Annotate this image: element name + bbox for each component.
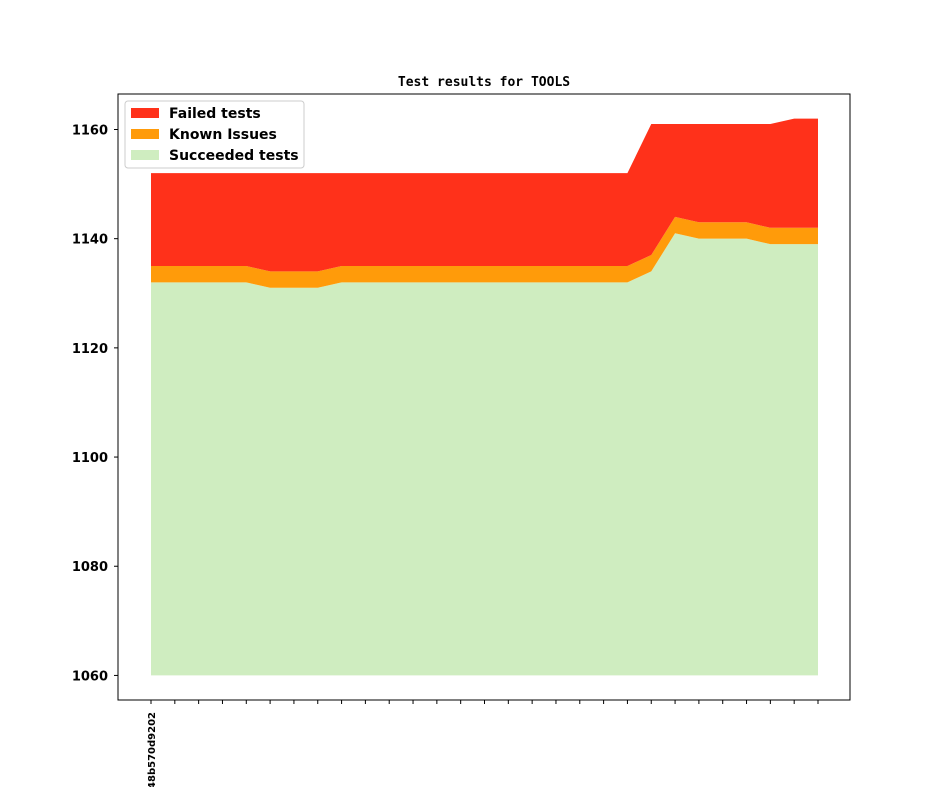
area-layers (151, 118, 818, 676)
chart-title: Test results for TOOLS (398, 75, 570, 90)
x-axis: 48b570d9202 (147, 700, 819, 789)
area-failed-tests (151, 118, 818, 272)
y-tick-label: 1120 (72, 342, 108, 357)
y-axis: 1060 1080 1100 1120 1140 1160 (72, 123, 118, 684)
legend-label: Known Issues (169, 127, 277, 143)
x-tick-label: 48b570d9202 (147, 712, 158, 787)
legend-label: Succeeded tests (169, 148, 299, 164)
y-tick-label: 1160 (72, 123, 108, 138)
y-tick-label: 1100 (72, 451, 108, 466)
legend: Failed tests Known Issues Succeeded tests (124, 100, 305, 169)
y-tick-label: 1060 (72, 669, 108, 684)
area-succeeded-tests (151, 233, 818, 676)
legend-swatch (131, 129, 159, 139)
legend-swatch (131, 108, 159, 118)
legend-swatch (131, 150, 159, 160)
legend-box (124, 100, 305, 169)
legend-label: Failed tests (169, 106, 261, 122)
area-known-issues (151, 216, 818, 288)
y-tick-label: 1080 (72, 560, 108, 575)
y-tick-label: 1140 (72, 233, 108, 248)
